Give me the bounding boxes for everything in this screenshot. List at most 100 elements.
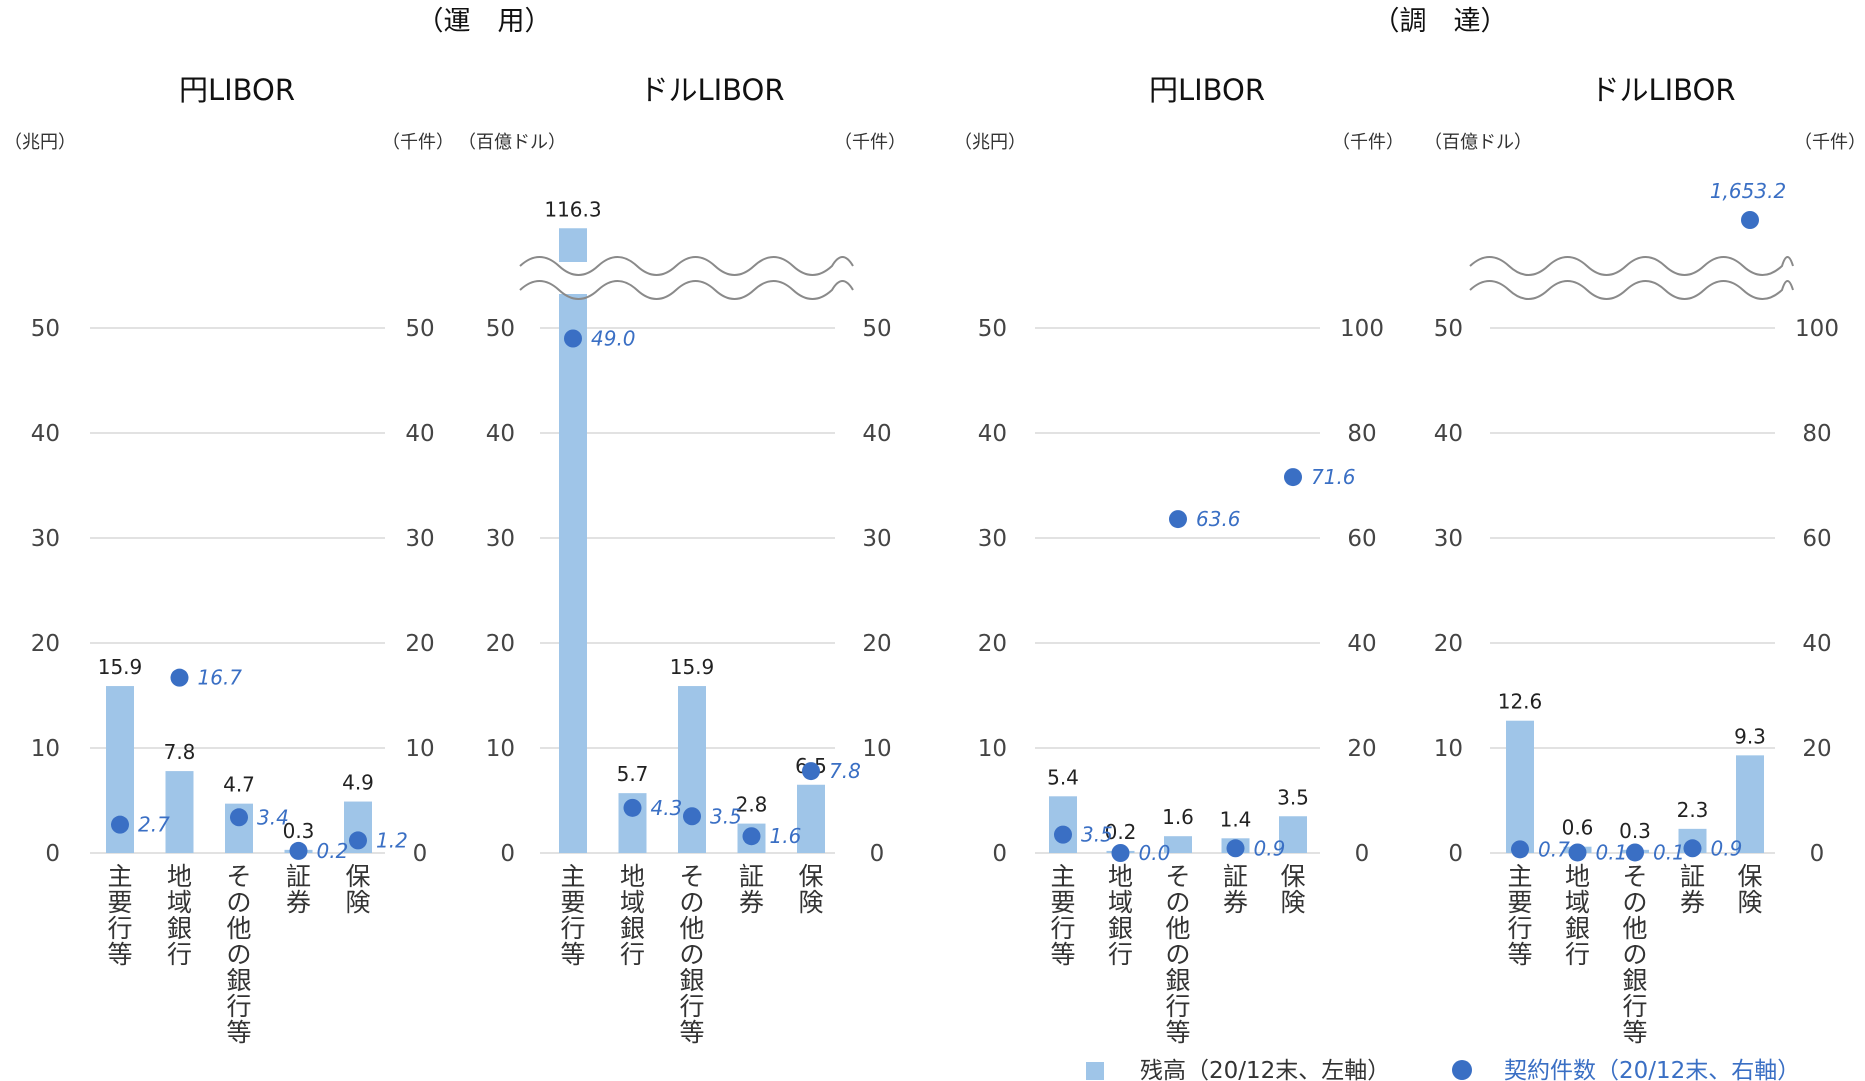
category-label: 地域銀行	[1108, 862, 1133, 969]
count-dot	[1741, 211, 1759, 229]
section-title-investment: （運 用）	[417, 6, 552, 37]
count-dot	[349, 831, 367, 850]
bar-value-label: 0.2	[1105, 820, 1137, 844]
category-label: 主要行等	[1507, 862, 1532, 969]
panel-title: ドルLIBOR	[1590, 73, 1735, 107]
dot-value-label: 0.1	[1596, 840, 1628, 864]
category-label: 証券	[286, 862, 311, 917]
right-tick-label: 20	[862, 631, 891, 657]
left-tick-label: 50	[486, 316, 515, 342]
bar-value-label: 0.3	[1619, 819, 1651, 843]
count-dot	[802, 762, 820, 781]
count-dot	[230, 808, 248, 827]
left-tick-label: 10	[1434, 736, 1463, 762]
bar-value-label: 7.8	[164, 740, 196, 764]
chart-panel-1: 円LIBOR （兆円） （千件） 0 0 10 10 20 20 30 30 40 40 50 50 15.9…	[4, 73, 454, 1047]
chart-panel-3: 円LIBOR （兆円） （千件） 0 0 10 20 20 40 30 60 40 80 50 100 5.4…	[954, 73, 1404, 1047]
bar-value-label: 2.3	[1677, 798, 1709, 822]
dot-value-label: 3.5	[710, 804, 742, 828]
dot-value-label: 49.0	[591, 327, 636, 351]
right-tick-label: 20	[1802, 736, 1831, 762]
left-axis-unit: （百億ドル）	[458, 132, 566, 153]
dot-value-label: 1,653.2	[1710, 179, 1786, 203]
dot-value-label: 0.9	[1711, 836, 1743, 860]
dot-value-label: 71.6	[1311, 465, 1356, 489]
right-axis-unit: （千件）	[382, 132, 454, 153]
left-tick-label: 50	[1434, 316, 1463, 342]
bar	[797, 784, 825, 853]
chart-panel-2: ドルLIBOR （百億ドル） （千件） 0 0 10 10 20 20 30 30 40 40 50 50 1…	[458, 73, 906, 1047]
left-tick-label: 40	[486, 421, 515, 447]
right-tick-label: 10	[862, 736, 891, 762]
right-tick-label: 10	[405, 736, 434, 762]
category-label: 証券	[739, 862, 764, 917]
legend-bar-swatch	[1086, 1062, 1104, 1080]
category-label: 地域銀行	[167, 862, 192, 969]
axis-break-gap	[1470, 262, 1793, 294]
left-tick-label: 0	[992, 841, 1007, 867]
bar-value-label: 0.6	[1562, 816, 1594, 840]
legend-dot-label: 契約件数（20/12末、右軸）	[1504, 1058, 1800, 1081]
right-axis-unit: （千件）	[1794, 132, 1865, 153]
panel-title: 円LIBOR	[179, 73, 295, 107]
bar-value-label: 4.9	[342, 771, 374, 795]
category-label: 主要行等	[560, 862, 585, 969]
left-tick-label: 20	[31, 631, 60, 657]
category-label: 証券	[1223, 862, 1248, 917]
bar-value-label: 2.8	[736, 793, 768, 817]
left-tick-label: 40	[1434, 421, 1463, 447]
count-dot	[289, 841, 308, 860]
axis-break-line	[519, 256, 854, 276]
right-tick-label: 60	[1802, 526, 1831, 552]
dot-value-label: 1.6	[770, 824, 802, 848]
right-tick-label: 30	[405, 526, 434, 552]
left-tick-label: 0	[45, 841, 60, 867]
left-tick-label: 40	[31, 421, 60, 447]
bar-value-label: 1.4	[1220, 807, 1252, 831]
right-tick-label: 50	[862, 316, 891, 342]
axis-break-line	[1469, 256, 1794, 276]
dot-value-label: 7.8	[829, 759, 861, 783]
bar-value-label: 5.4	[1047, 765, 1079, 789]
count-dot	[564, 329, 582, 348]
count-dot	[623, 798, 642, 817]
category-label: 地域銀行	[1565, 862, 1590, 969]
bar-value-label: 1.6	[1162, 805, 1194, 829]
category-label: 地域銀行	[620, 862, 645, 969]
category-label: その他の銀行等	[679, 862, 704, 1047]
count-dot	[1626, 843, 1644, 862]
right-axis-unit: （千件）	[834, 132, 906, 153]
left-axis-unit: （百億ドル）	[1424, 132, 1532, 153]
dot-value-label: 0.2	[317, 839, 349, 863]
left-axis-unit: （兆円）	[4, 132, 76, 153]
bar	[678, 686, 706, 853]
left-axis-unit: （兆円）	[954, 132, 1026, 153]
chart-panel-4: ドルLIBOR （百億ドル） （千件） 0 0 10 20 20 40 30 60 40 80 50 100…	[1424, 73, 1865, 1047]
right-axis-unit: （千件）	[1332, 132, 1404, 153]
left-tick-label: 20	[978, 631, 1007, 657]
right-tick-label: 50	[405, 316, 434, 342]
right-tick-label: 40	[1347, 631, 1376, 657]
dot-value-label: 0.1	[1653, 840, 1685, 864]
panel-title: 円LIBOR	[1149, 73, 1265, 107]
dot-value-label: 3.4	[257, 805, 289, 829]
bar	[1049, 796, 1077, 853]
count-dot	[742, 827, 761, 846]
dot-value-label: 16.7	[198, 666, 243, 690]
category-label: 主要行等	[107, 862, 132, 969]
bar-value-label: 5.7	[617, 762, 649, 786]
dot-value-label: 0.7	[1538, 837, 1570, 861]
right-tick-label: 30	[862, 526, 891, 552]
category-label: その他の銀行等	[1622, 862, 1647, 1047]
dot-value-label: 0.0	[1139, 841, 1171, 865]
count-dot	[111, 815, 129, 834]
category-label: 証券	[1680, 862, 1705, 917]
dot-value-label: 63.6	[1196, 507, 1241, 531]
count-dot	[1284, 468, 1302, 487]
left-tick-label: 50	[31, 316, 60, 342]
bar-value-label: 116.3	[544, 197, 601, 221]
left-tick-label: 0	[1448, 841, 1463, 867]
category-label: 保険	[345, 862, 370, 917]
count-dot	[1054, 825, 1072, 844]
right-tick-label: 60	[1347, 526, 1376, 552]
